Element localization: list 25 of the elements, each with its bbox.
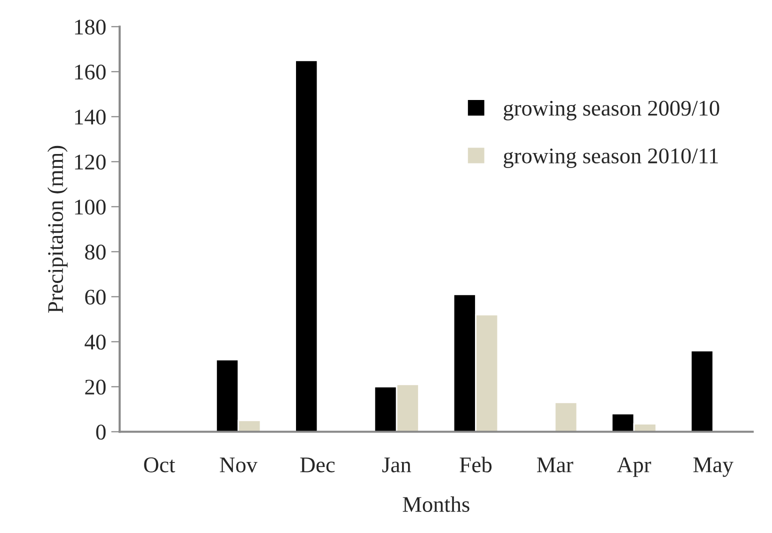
y-tick-label: 120 bbox=[75, 154, 106, 170]
legend-label: growing season 2010/11 bbox=[504, 148, 718, 168]
y-tick-label: 140 bbox=[75, 110, 106, 125]
x-tick-label: Mar bbox=[537, 458, 574, 472]
y-tick-label: 80 bbox=[85, 244, 106, 260]
bar bbox=[294, 60, 318, 432]
y-tick-label: 100 bbox=[75, 200, 106, 215]
x-tick-label: Apr bbox=[616, 457, 652, 477]
y-tick-label: 60 bbox=[85, 290, 106, 305]
x-tick-label: Feb bbox=[460, 456, 492, 472]
y-tick-label: 20 bbox=[85, 380, 106, 395]
bar bbox=[690, 350, 714, 432]
x-tick-label: Nov bbox=[220, 458, 258, 472]
x-tick-label: Dec bbox=[300, 458, 335, 472]
x-tick-label: Jan bbox=[382, 458, 412, 472]
y-axis-title: Precipitation (mm) bbox=[47, 146, 68, 313]
y-tick-label: 0 bbox=[96, 424, 106, 440]
legend-label: growing season 2009/10 bbox=[504, 100, 720, 120]
x-axis-title: Months bbox=[402, 496, 470, 512]
y-tick-label: 160 bbox=[75, 64, 106, 80]
bar bbox=[554, 402, 578, 432]
y-tick-label: 180 bbox=[75, 20, 106, 35]
x-tick-label: May bbox=[693, 458, 734, 477]
x-tick-label: Oct bbox=[144, 457, 176, 472]
y-tick-label: 40 bbox=[84, 334, 106, 350]
